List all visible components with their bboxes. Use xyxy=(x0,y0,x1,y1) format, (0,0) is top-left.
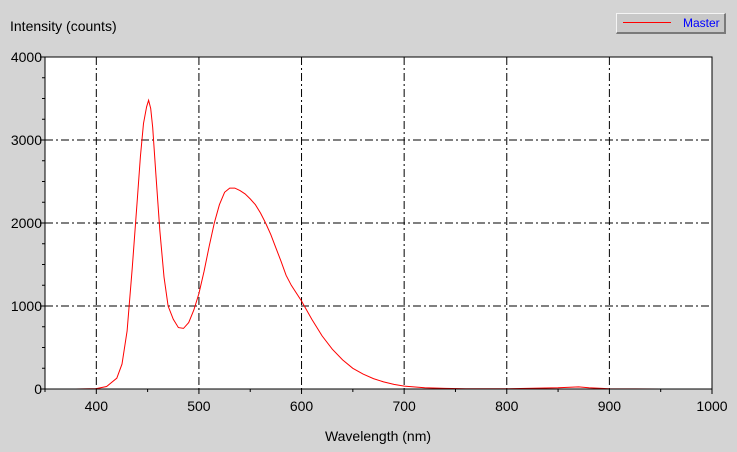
legend-series-line xyxy=(623,22,671,23)
legend-series-label: Master xyxy=(683,16,720,30)
x-tick-label: 400 xyxy=(85,398,109,414)
y-tick-label: 3000 xyxy=(11,132,42,148)
y-axis-label: Intensity (counts) xyxy=(10,18,117,34)
x-axis-label: Wavelength (nm) xyxy=(325,428,431,444)
x-tick-label: 1000 xyxy=(696,398,727,414)
x-tick-label: 700 xyxy=(392,398,416,414)
plot-frame xyxy=(44,56,713,390)
y-tick-label: 1000 xyxy=(11,298,42,314)
y-tick-label: 2000 xyxy=(11,215,42,231)
y-tick-label: 0 xyxy=(34,381,42,397)
series-line-master xyxy=(45,98,712,390)
chart-legend: Master xyxy=(616,13,726,34)
x-tick-label: 600 xyxy=(290,398,314,414)
x-tick-label: 800 xyxy=(495,398,519,414)
x-tick-label: 500 xyxy=(187,398,211,414)
y-tick-label: 4000 xyxy=(11,49,42,65)
x-tick-label: 900 xyxy=(598,398,622,414)
